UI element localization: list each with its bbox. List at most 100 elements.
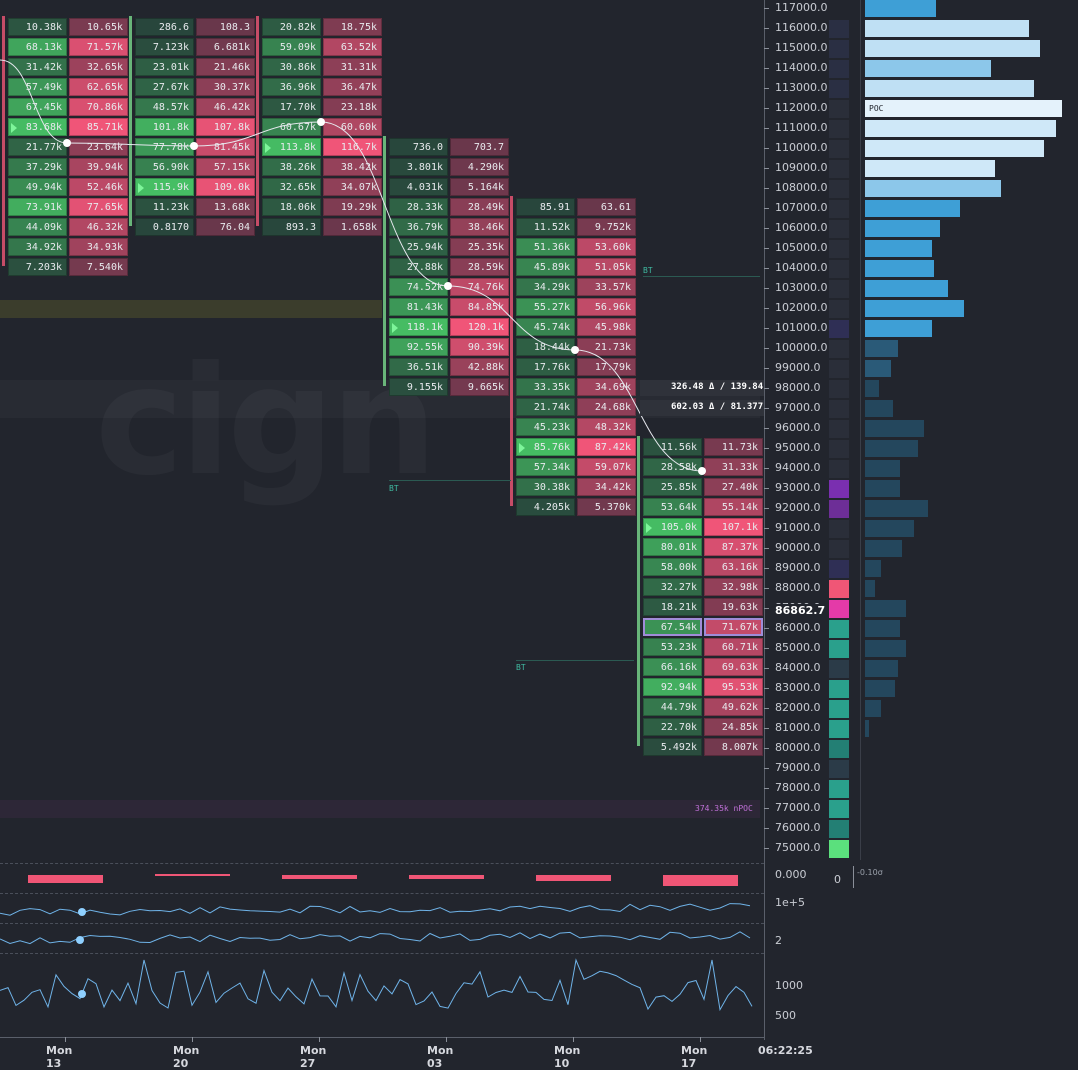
bid-volume-cell[interactable]: 87.37k [704,538,763,556]
bid-volume-cell[interactable]: 63.16k [704,558,763,576]
ask-volume-cell[interactable]: 5.492k [643,738,702,756]
ask-volume-cell[interactable]: 286.6 [135,18,194,36]
ask-volume-cell[interactable]: 44.09k [8,218,67,236]
ask-volume-cell[interactable]: 115.9k [135,178,194,196]
ask-volume-cell[interactable]: 27.88k [389,258,448,276]
bid-volume-cell[interactable]: 23.64k [69,138,128,156]
bid-volume-cell[interactable]: 30.37k [196,78,255,96]
ask-volume-cell[interactable]: 0.8170 [135,218,194,236]
ask-volume-cell[interactable]: 25.94k [389,238,448,256]
bid-volume-cell[interactable]: 39.94k [69,158,128,176]
ask-volume-cell[interactable]: 105.0k [643,518,702,536]
ask-volume-cell[interactable]: 44.79k [643,698,702,716]
bid-volume-cell[interactable]: 69.63k [704,658,763,676]
bid-volume-cell[interactable]: 62.65k [69,78,128,96]
bid-volume-cell[interactable]: 7.540k [69,258,128,276]
ask-volume-cell[interactable]: 113.8k [262,138,321,156]
ask-volume-cell[interactable]: 85.76k [516,438,575,456]
ask-volume-cell[interactable]: 80.01k [643,538,702,556]
bid-volume-cell[interactable]: 70.86k [69,98,128,116]
bid-volume-cell[interactable]: 5.370k [577,498,636,516]
bid-volume-cell[interactable]: 107.1k [704,518,763,536]
ask-volume-cell[interactable]: 28.58k [643,458,702,476]
ask-volume-cell[interactable]: 18.21k [643,598,702,616]
ask-volume-cell[interactable]: 68.13k [8,38,67,56]
ask-volume-cell[interactable]: 30.86k [262,58,321,76]
bid-volume-cell[interactable]: 8.007k [704,738,763,756]
ask-volume-cell[interactable]: 11.52k [516,218,575,236]
bid-volume-cell[interactable]: 21.46k [196,58,255,76]
bid-volume-cell[interactable]: 28.49k [450,198,509,216]
bid-volume-cell[interactable]: 71.67k [704,618,763,636]
ask-volume-cell[interactable]: 31.42k [8,58,67,76]
bid-volume-cell[interactable]: 90.39k [450,338,509,356]
ask-volume-cell[interactable]: 30.38k [516,478,575,496]
ask-volume-cell[interactable]: 893.3 [262,218,321,236]
bid-volume-cell[interactable]: 13.68k [196,198,255,216]
bid-volume-cell[interactable]: 74.76k [450,278,509,296]
bid-volume-cell[interactable]: 28.59k [450,258,509,276]
bid-volume-cell[interactable]: 34.07k [323,178,382,196]
footprint-chart[interactable]: cign 10.38k10.65k68.13k71.57k31.42k32.65… [0,0,763,860]
bid-volume-cell[interactable]: 85.71k [69,118,128,136]
bid-volume-cell[interactable]: 9.752k [577,218,636,236]
bid-volume-cell[interactable]: 6.681k [196,38,255,56]
ask-volume-cell[interactable]: 57.49k [8,78,67,96]
ask-volume-cell[interactable]: 59.09k [262,38,321,56]
ask-volume-cell[interactable]: 11.56k [643,438,702,456]
bid-volume-cell[interactable]: 32.98k [704,578,763,596]
bid-volume-cell[interactable]: 56.96k [577,298,636,316]
bid-volume-cell[interactable]: 19.63k [704,598,763,616]
bid-volume-cell[interactable]: 107.8k [196,118,255,136]
ask-volume-cell[interactable]: 48.57k [135,98,194,116]
ask-volume-cell[interactable]: 27.67k [135,78,194,96]
ask-volume-cell[interactable]: 21.74k [516,398,575,416]
ask-volume-cell[interactable]: 36.96k [262,78,321,96]
ask-volume-cell[interactable]: 4.205k [516,498,575,516]
ask-volume-cell[interactable]: 4.031k [389,178,448,196]
bid-volume-cell[interactable]: 42.88k [450,358,509,376]
ask-volume-cell[interactable]: 7.203k [8,258,67,276]
ask-volume-cell[interactable]: 34.29k [516,278,575,296]
bid-volume-cell[interactable]: 63.52k [323,38,382,56]
bid-volume-cell[interactable]: 38.46k [450,218,509,236]
ask-volume-cell[interactable]: 55.27k [516,298,575,316]
ask-volume-cell[interactable]: 92.94k [643,678,702,696]
bid-volume-cell[interactable]: 34.42k [577,478,636,496]
bid-volume-cell[interactable]: 33.57k [577,278,636,296]
ask-volume-cell[interactable]: 17.76k [516,358,575,376]
ask-volume-cell[interactable]: 17.70k [262,98,321,116]
bid-volume-cell[interactable]: 9.665k [450,378,509,396]
ask-volume-cell[interactable]: 33.35k [516,378,575,396]
ask-volume-cell[interactable]: 20.82k [262,18,321,36]
ask-volume-cell[interactable]: 36.79k [389,218,448,236]
ask-volume-cell[interactable]: 56.90k [135,158,194,176]
bid-volume-cell[interactable]: 53.60k [577,238,636,256]
bid-volume-cell[interactable]: 703.7 [450,138,509,156]
ask-volume-cell[interactable]: 736.0 [389,138,448,156]
bid-volume-cell[interactable]: 60.60k [323,118,382,136]
bid-volume-cell[interactable]: 55.14k [704,498,763,516]
bid-volume-cell[interactable]: 23.18k [323,98,382,116]
ask-volume-cell[interactable]: 36.51k [389,358,448,376]
ask-volume-cell[interactable]: 7.123k [135,38,194,56]
ask-volume-cell[interactable]: 57.34k [516,458,575,476]
bid-volume-cell[interactable]: 59.07k [577,458,636,476]
ask-volume-cell[interactable]: 22.70k [643,718,702,736]
bid-volume-cell[interactable]: 24.85k [704,718,763,736]
bid-volume-cell[interactable]: 11.73k [704,438,763,456]
ask-volume-cell[interactable]: 51.36k [516,238,575,256]
bid-volume-cell[interactable]: 63.61 [577,198,636,216]
ask-volume-cell[interactable]: 53.23k [643,638,702,656]
ask-volume-cell[interactable]: 81.43k [389,298,448,316]
ask-volume-cell[interactable]: 118.1k [389,318,448,336]
ask-volume-cell[interactable]: 85.91 [516,198,575,216]
ask-volume-cell[interactable]: 25.85k [643,478,702,496]
ask-volume-cell[interactable]: 58.00k [643,558,702,576]
ask-volume-cell[interactable]: 21.77k [8,138,67,156]
bid-volume-cell[interactable]: 10.65k [69,18,128,36]
bid-volume-cell[interactable]: 31.31k [323,58,382,76]
bid-volume-cell[interactable]: 34.93k [69,238,128,256]
ask-volume-cell[interactable]: 83.68k [8,118,67,136]
bid-volume-cell[interactable]: 46.42k [196,98,255,116]
